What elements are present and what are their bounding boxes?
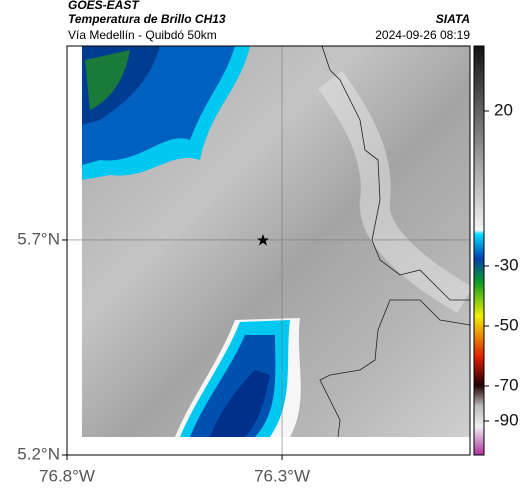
datetime: 2024-09-26 08:19	[375, 28, 470, 42]
header: GOES-EAST Temperatura de Brillo CH13 SIA…	[68, 0, 470, 42]
colorbar-label: -30	[494, 255, 519, 274]
colorbar-label: 20	[494, 100, 513, 119]
y-tick-label: 5.2°N	[17, 444, 60, 463]
location-marker	[257, 234, 269, 246]
grid	[67, 46, 470, 455]
title: GOES-EAST	[68, 0, 140, 12]
colorbar	[473, 45, 485, 456]
region: Vía Medellín - Quibdó 50km	[68, 28, 217, 42]
map-frame	[66, 45, 471, 456]
x-tick-label: 76.8°W	[39, 466, 95, 485]
colorbar-label: -90	[494, 410, 519, 429]
source: SIATA	[436, 12, 470, 26]
satellite-image	[82, 46, 470, 437]
colorbar-label: -50	[494, 315, 519, 334]
x-tick-label: 76.3°W	[254, 466, 310, 485]
subtitle: Temperatura de Brillo CH13	[68, 12, 226, 26]
colorbar-label: -70	[494, 375, 519, 394]
boundaries	[319, 45, 471, 438]
y-tick-label: 5.7°N	[17, 229, 60, 248]
